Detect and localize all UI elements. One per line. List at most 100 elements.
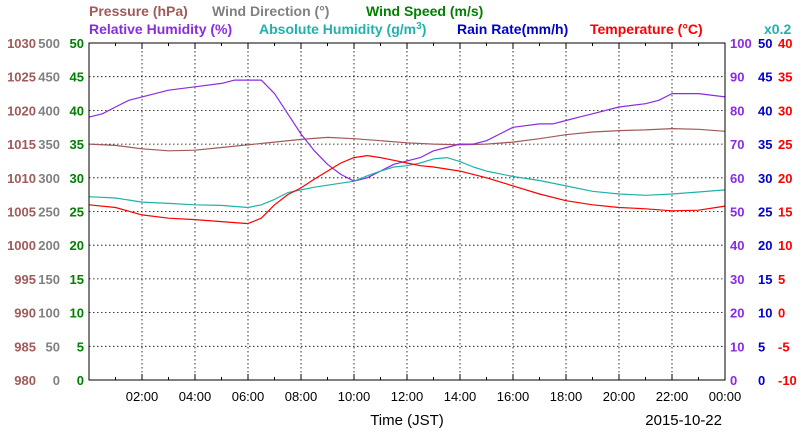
y-tick-label-relative-humidity: 10 xyxy=(730,339,744,354)
x-tick-label: 14:00 xyxy=(444,389,477,404)
legend-rain-rate: Rain Rate(mm/h) xyxy=(457,21,568,37)
x-tick-label: 20:00 xyxy=(603,389,636,404)
y-tick-label-wind-direction: 300 xyxy=(38,171,60,186)
y-tick-label-temperature: 35 xyxy=(778,70,792,85)
y-tick-label-pressure: 1015 xyxy=(7,137,36,152)
y-tick-labels: 9809859909951000100510101015102010251030… xyxy=(7,36,797,388)
y-tick-label-temperature: 10 xyxy=(778,238,792,253)
y-tick-label-rain-rate: 0 xyxy=(758,373,765,388)
y-tick-label-temperature: -10 xyxy=(778,373,797,388)
y-tick-label-relative-humidity: 40 xyxy=(730,238,744,253)
y-tick-label-wind-direction: 0 xyxy=(53,373,60,388)
y-tick-label-temperature: -5 xyxy=(778,339,790,354)
y-tick-label-rain-rate: 50 xyxy=(758,36,772,51)
legend-relative-humidity: Relative Humidity (%) xyxy=(89,21,232,37)
legend-absolute-humidity-text: Absolute Humidity (g/m xyxy=(259,21,416,37)
y-tick-label-temperature: 5 xyxy=(778,272,785,287)
y-tick-label-wind-speed: 40 xyxy=(70,103,84,118)
y-tick-label-rain-rate: 45 xyxy=(758,70,772,85)
series-line-temperature xyxy=(88,155,726,225)
y-tick-label-relative-humidity: 0 xyxy=(730,373,737,388)
y-tick-label-wind-direction: 350 xyxy=(38,137,60,152)
x-tick-label: 16:00 xyxy=(497,389,530,404)
legend-rain-scale: x0.2 xyxy=(764,21,791,37)
y-tick-label-rain-rate: 15 xyxy=(758,272,772,287)
y-tick-label-relative-humidity: 50 xyxy=(730,205,744,220)
y-tick-label-pressure: 980 xyxy=(14,373,36,388)
y-tick-label-temperature: 0 xyxy=(778,306,785,321)
y-tick-label-relative-humidity: 80 xyxy=(730,103,744,118)
y-tick-label-wind-speed: 15 xyxy=(70,272,84,287)
y-tick-label-wind-speed: 50 xyxy=(70,36,84,51)
y-tick-label-pressure: 1010 xyxy=(7,171,36,186)
x-tick-label: 02:00 xyxy=(126,389,159,404)
y-tick-label-pressure: 985 xyxy=(14,339,36,354)
y-tick-label-wind-speed: 25 xyxy=(70,205,84,220)
grid-layer xyxy=(89,43,725,380)
y-tick-label-rain-rate: 10 xyxy=(758,306,772,321)
x-tick-label: 06:00 xyxy=(232,389,265,404)
y-tick-label-pressure: 1000 xyxy=(7,238,36,253)
y-tick-label-rain-rate: 25 xyxy=(758,205,772,220)
y-tick-label-relative-humidity: 90 xyxy=(730,70,744,85)
x-tick-label: 08:00 xyxy=(285,389,318,404)
x-tick-labels: 02:00 04:00 06:00 08:00 10:00 12:00 14:00 16:00… xyxy=(126,389,742,404)
x-tick-label: 22:00 xyxy=(656,389,689,404)
y-tick-label-relative-humidity: 100 xyxy=(730,36,752,51)
y-tick-label-pressure: 995 xyxy=(14,272,36,287)
y-tick-label-pressure: 1005 xyxy=(7,205,36,220)
legend-pressure: Pressure (hPa) xyxy=(89,3,188,19)
x-tick-label: 12:00 xyxy=(391,389,424,404)
y-tick-label-pressure: 1020 xyxy=(7,103,36,118)
y-tick-label-relative-humidity: 20 xyxy=(730,306,744,321)
y-tick-label-relative-humidity: 70 xyxy=(730,137,744,152)
series-line-relative-humidity xyxy=(88,79,726,182)
y-tick-label-rain-rate: 35 xyxy=(758,137,772,152)
x-tick-label: 04:00 xyxy=(179,389,212,404)
y-tick-label-rain-rate: 5 xyxy=(758,339,765,354)
y-tick-label-wind-speed: 10 xyxy=(70,306,84,321)
legend-wind-direction: Wind Direction (°) xyxy=(212,3,329,19)
y-tick-label-rain-rate: 20 xyxy=(758,238,772,253)
y-tick-label-rain-rate: 40 xyxy=(758,103,772,118)
y-tick-label-wind-direction: 200 xyxy=(38,238,60,253)
x-tick-label: 10:00 xyxy=(338,389,371,404)
y-tick-label-temperature: 30 xyxy=(778,103,792,118)
y-tick-label-wind-speed: 5 xyxy=(77,339,84,354)
series-line-wind-speed xyxy=(88,157,726,209)
date-label: 2015-10-22 xyxy=(645,412,722,429)
y-tick-label-wind-direction: 50 xyxy=(46,339,60,354)
y-tick-label-wind-speed: 30 xyxy=(70,171,84,186)
series-layer xyxy=(88,79,726,225)
legend-absolute-humidity-close: ) xyxy=(422,21,427,37)
y-tick-label-wind-speed: 35 xyxy=(70,137,84,152)
y-tick-label-pressure: 1030 xyxy=(7,36,36,51)
legend-temperature: Temperature (°C) xyxy=(590,21,703,37)
y-tick-label-relative-humidity: 30 xyxy=(730,272,744,287)
y-tick-label-wind-speed: 20 xyxy=(70,238,84,253)
y-tick-label-wind-speed: 0 xyxy=(77,373,84,388)
legend-absolute-humidity-sup: 3 xyxy=(416,21,422,32)
legend-absolute-humidity: Absolute Humidity (g/m3) xyxy=(259,21,426,37)
plot-frame xyxy=(88,42,726,381)
y-tick-label-temperature: 20 xyxy=(778,171,792,186)
y-tick-label-wind-direction: 400 xyxy=(38,103,60,118)
legend-wind-speed: Wind Speed (m/s) xyxy=(366,3,483,19)
x-tick-label: 18:00 xyxy=(550,389,583,404)
y-tick-label-temperature: 25 xyxy=(778,137,792,152)
x-axis-title: Time (JST) xyxy=(370,412,444,429)
series-line-pressure xyxy=(88,128,726,152)
x-tick-label: 00:00 xyxy=(709,389,742,404)
y-tick-label-wind-speed: 45 xyxy=(70,70,84,85)
y-tick-label-relative-humidity: 60 xyxy=(730,171,744,186)
y-tick-label-rain-rate: 30 xyxy=(758,171,772,186)
y-tick-label-temperature: 15 xyxy=(778,205,792,220)
y-tick-label-wind-direction: 100 xyxy=(38,306,60,321)
y-tick-label-temperature: 40 xyxy=(778,36,792,51)
y-tick-label-wind-direction: 500 xyxy=(38,36,60,51)
y-tick-label-pressure: 990 xyxy=(14,306,36,321)
y-tick-label-wind-direction: 150 xyxy=(38,272,60,287)
y-tick-label-pressure: 1025 xyxy=(7,70,36,85)
